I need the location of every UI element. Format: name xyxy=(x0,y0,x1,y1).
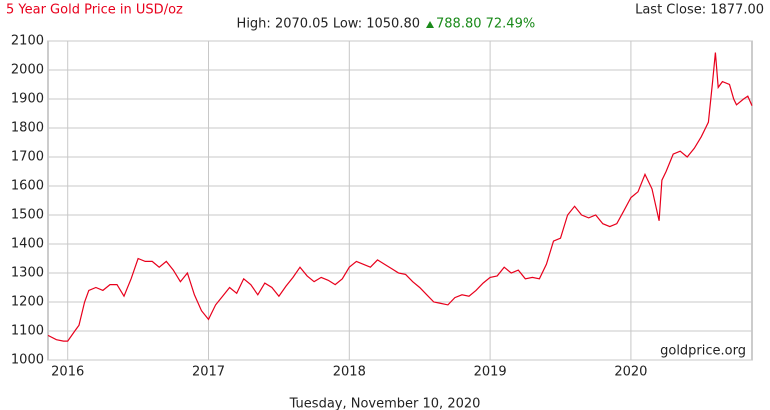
up-arrow xyxy=(426,21,434,28)
change: 788.80 72.49% xyxy=(436,17,535,32)
y-tick-label: 1100 xyxy=(11,324,44,339)
y-tick-label: 1700 xyxy=(11,150,44,165)
y-tick-label: 1600 xyxy=(11,179,44,194)
stats: High: 2070.05 Low: 1050.80 xyxy=(237,17,420,32)
chart-title: 5 Year Gold Price in USD/oz xyxy=(6,3,183,18)
y-tick-label: 2100 xyxy=(11,34,44,49)
y-tick-label: 1800 xyxy=(11,121,44,136)
y-tick-label: 1400 xyxy=(11,237,44,252)
plot-frame xyxy=(47,40,753,361)
price-line xyxy=(47,52,753,342)
y-tick-label: 1500 xyxy=(11,208,44,223)
y-tick-label: 2000 xyxy=(11,63,44,78)
x-tick-label: 2019 xyxy=(474,365,507,380)
y-tick-label: 1200 xyxy=(11,295,44,310)
x-tick-label: 2020 xyxy=(614,365,647,380)
y-tick-label: 1300 xyxy=(11,266,44,281)
last-close: Last Close: 1877.00 xyxy=(635,3,764,18)
y-tick-label: 1900 xyxy=(11,92,44,107)
y-tick-label: 1000 xyxy=(11,353,44,368)
x-tick-label: 2017 xyxy=(192,365,225,380)
x-tick-label: 2018 xyxy=(333,365,366,380)
watermark: goldprice.org xyxy=(660,344,746,359)
date-label: Tuesday, November 10, 2020 xyxy=(289,397,481,410)
x-tick-label: 2016 xyxy=(51,365,84,380)
